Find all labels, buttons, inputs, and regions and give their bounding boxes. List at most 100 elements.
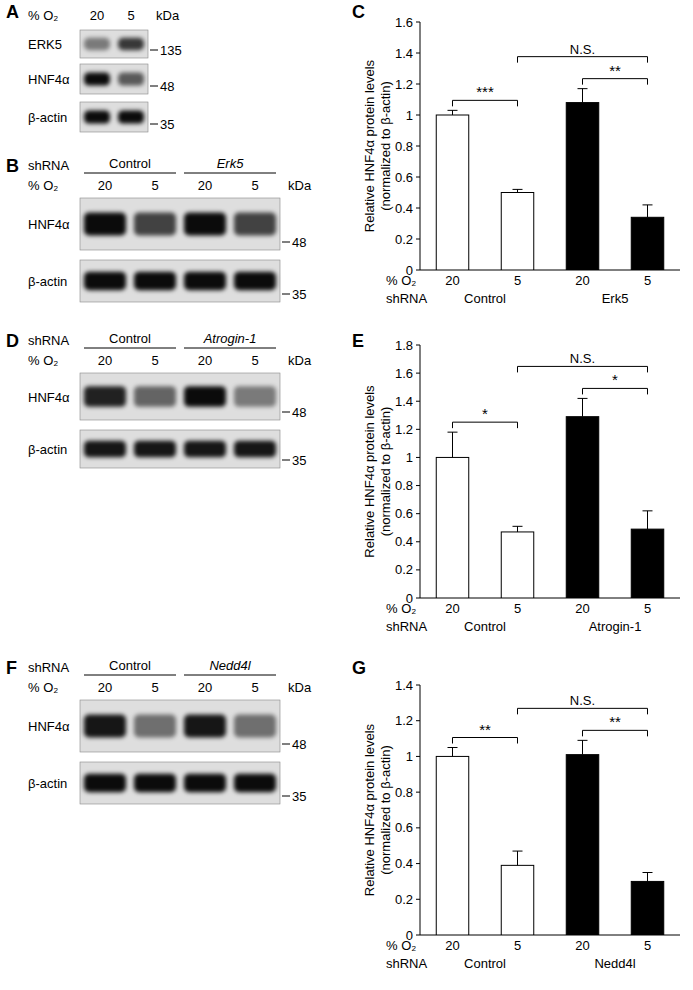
figure: A% O₂205kDaERK5HNF4αβ-actin1354835BshRNA… (0, 0, 693, 990)
error-line (452, 432, 453, 457)
group-underline (184, 675, 276, 676)
y-tick (416, 457, 420, 458)
panel-letter: E (352, 331, 364, 351)
error-line (517, 526, 518, 532)
marker-unit: kDa (156, 8, 180, 23)
error-cap (578, 88, 588, 89)
category-label: 20 (575, 938, 589, 953)
marker-tick (282, 412, 290, 413)
significance-bracket (518, 708, 648, 714)
band (84, 774, 126, 792)
y-axis-title: Relative HNF4α protein levels (362, 385, 377, 558)
significance-bracket (583, 79, 648, 85)
significance-label: N.S. (570, 351, 595, 366)
y-tick-label: 1.6 (395, 366, 413, 381)
y-tick (416, 720, 420, 721)
y-tick (416, 84, 420, 85)
significance-bracket (453, 422, 518, 428)
error-bar (513, 189, 523, 192)
significance-bracket (518, 57, 648, 63)
group-title: shRNA (386, 956, 428, 971)
group-title: shRNA (386, 619, 428, 634)
panel-letter: B (6, 156, 19, 176)
blot-membrane (80, 430, 280, 468)
band (234, 715, 276, 738)
group-label: Nedd4l (209, 658, 251, 673)
bar-chart: GRelative HNF4α protein levels(normalize… (352, 658, 680, 971)
bar (566, 755, 599, 935)
group-label: Control (464, 956, 506, 971)
group-label: Control (109, 331, 151, 346)
significance-label: ** (609, 62, 621, 79)
y-tick (416, 541, 420, 542)
lane-label: 20 (198, 680, 212, 695)
category-label: 5 (514, 273, 521, 288)
blot-membrane (80, 373, 280, 420)
y-axis-title: (normalized to β-actin) (378, 745, 393, 875)
band (234, 441, 276, 458)
bar (566, 417, 599, 598)
category-label: 5 (514, 938, 521, 953)
significance-bracket (453, 100, 518, 106)
band (84, 386, 126, 407)
y-tick (416, 177, 420, 178)
bar (631, 217, 664, 270)
band (84, 441, 126, 458)
error-line (517, 851, 518, 865)
error-cap (643, 872, 653, 873)
y-tick (416, 429, 420, 430)
significance-label: N.S. (570, 693, 595, 708)
lane-label: 20 (98, 353, 112, 368)
y-axis (420, 345, 421, 598)
marker-unit: kDa (288, 680, 312, 695)
group-label: Control (109, 156, 151, 171)
marker-label: 35 (292, 287, 306, 302)
significance-label: ** (609, 713, 621, 730)
marker-unit: kDa (288, 353, 312, 368)
marker-tick (282, 744, 290, 745)
marks (436, 398, 664, 598)
y-tick-label: 0.8 (395, 478, 413, 493)
band (84, 272, 126, 290)
y-tick-label: 0.4 (395, 534, 413, 549)
bar (631, 529, 664, 598)
y-tick (416, 53, 420, 54)
marker-label: 48 (292, 235, 306, 250)
marker-tick (282, 294, 290, 295)
row-label: β-actin (28, 776, 67, 791)
lane-label: 20 (98, 680, 112, 695)
error-bar (578, 89, 588, 103)
y-tick (416, 239, 420, 240)
row-label: β-actin (28, 110, 67, 125)
y-tick (416, 792, 420, 793)
y-axis-title: (normalized to β-actin) (378, 407, 393, 537)
lane-label: 20 (198, 178, 212, 193)
band (84, 72, 110, 85)
lane-title: % O₂ (28, 8, 58, 23)
error-cap (513, 189, 523, 190)
error-cap (448, 110, 458, 111)
lane-title: % O₂ (28, 178, 58, 193)
category-label: 20 (445, 938, 459, 953)
blot-membrane (80, 762, 280, 804)
y-tick-label: 1.2 (395, 713, 413, 728)
y-tick (416, 827, 420, 828)
y-tick (416, 513, 420, 514)
y-tick (416, 756, 420, 757)
category-label: 5 (644, 601, 651, 616)
lane-label: 20 (90, 8, 104, 23)
lane-label: 20 (198, 353, 212, 368)
marker-tick (282, 460, 290, 461)
group-label: Control (464, 291, 506, 306)
y-axis-title: Relative HNF4α protein levels (362, 723, 377, 896)
lane-label: 5 (251, 353, 258, 368)
y-tick (416, 208, 420, 209)
category-title: % O₂ (386, 273, 416, 288)
band (234, 386, 276, 407)
group-label: Control (464, 619, 506, 634)
significance-bracket (518, 366, 648, 372)
band (118, 72, 144, 85)
band (184, 715, 226, 738)
lane-title: % O₂ (28, 680, 58, 695)
lane-label: 5 (151, 353, 158, 368)
